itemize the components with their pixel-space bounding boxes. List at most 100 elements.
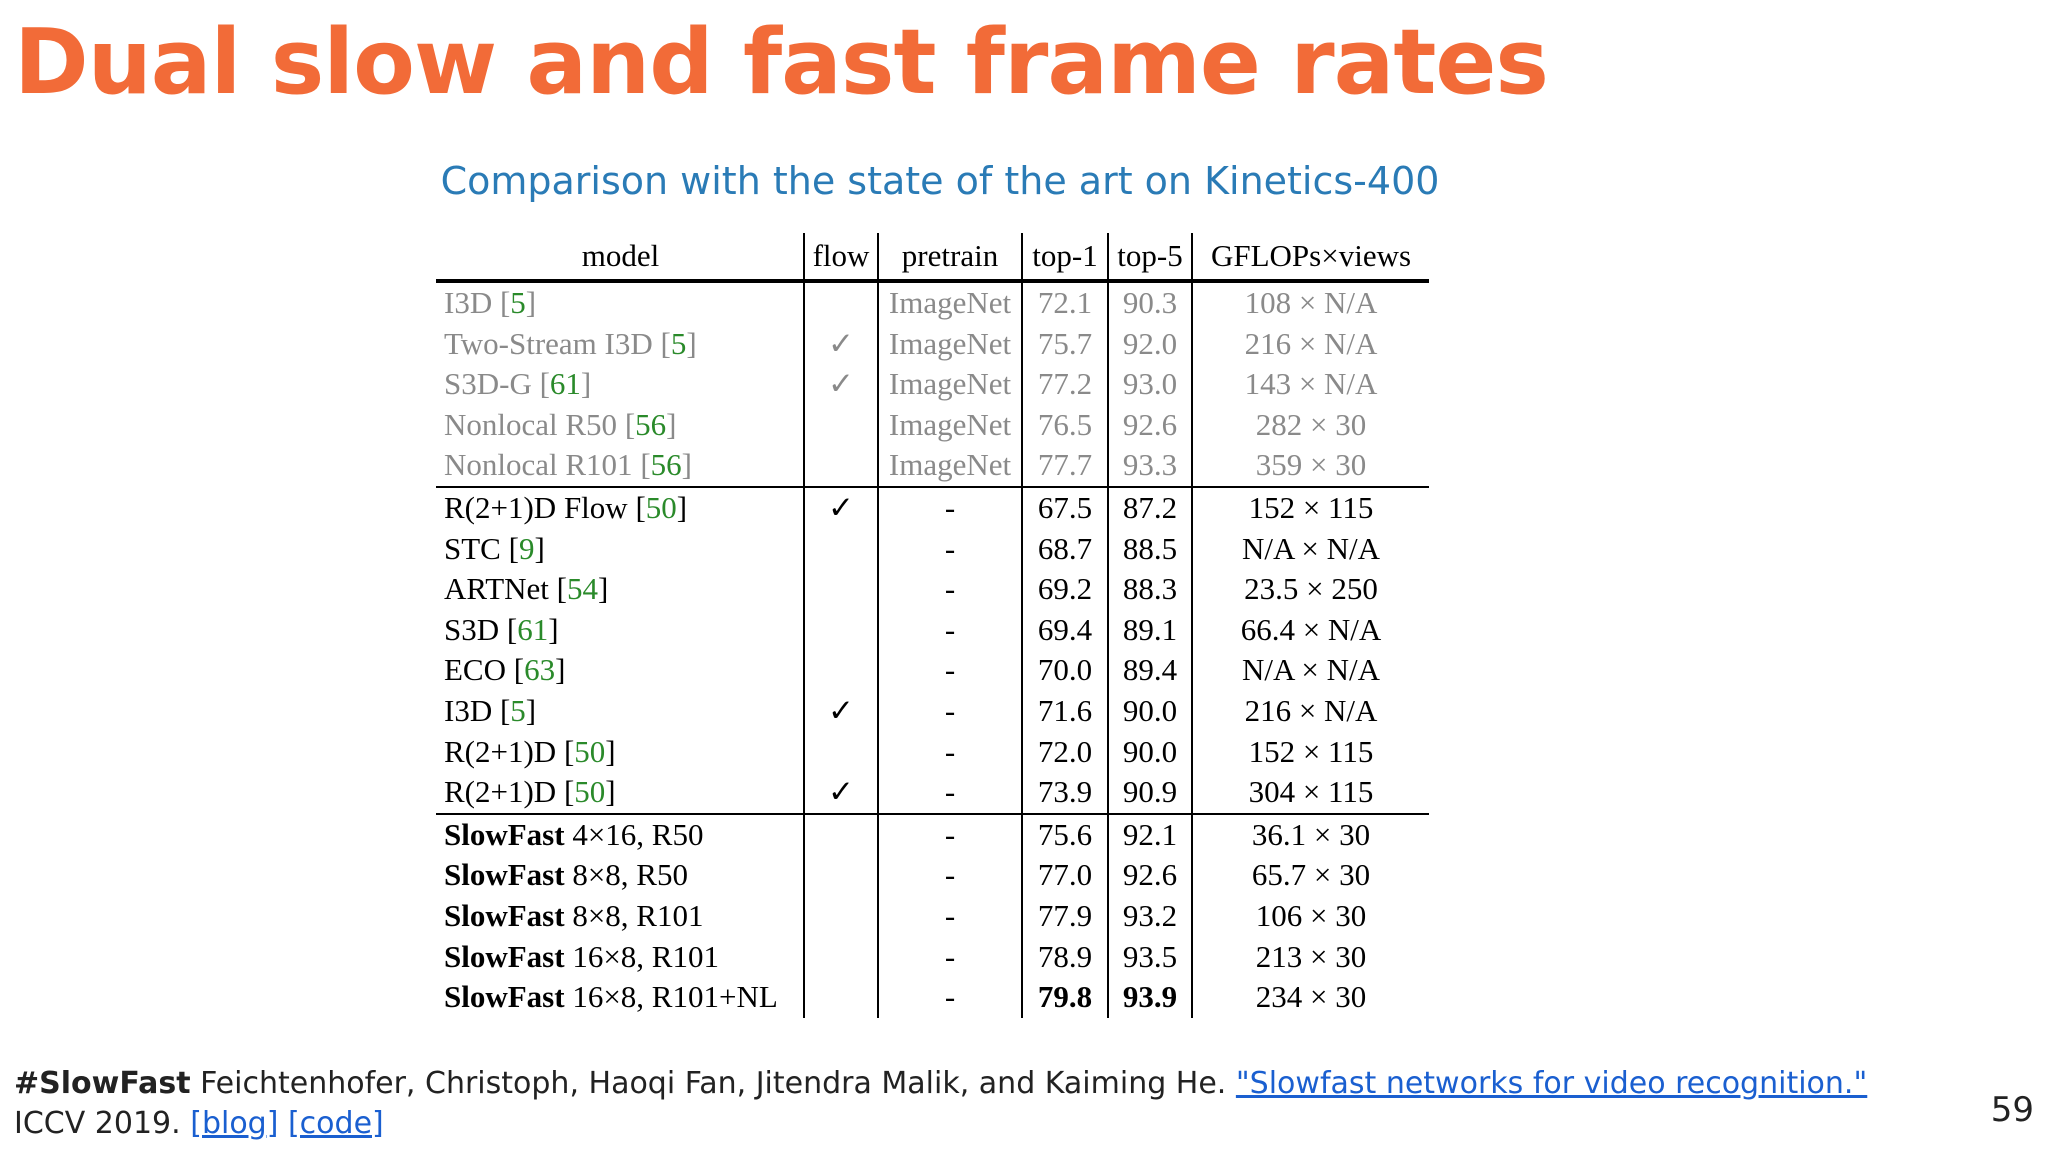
cell-model: SlowFast 4×16, R50 xyxy=(436,812,804,856)
cell-gflops: N/A × N/A xyxy=(1191,650,1429,691)
cell-flow xyxy=(803,609,878,651)
table-row: R(2+1)D [50] ✓ -73.9 90.9 304 × 115 xyxy=(436,772,1429,814)
slide-title: Dual slow and fast frame rates xyxy=(14,10,1549,115)
cell-gflops: N/A × N/A xyxy=(1191,528,1429,570)
cell-pretrain: ImageNet xyxy=(877,445,1022,487)
cell-top5: 93.0 xyxy=(1107,364,1192,405)
model-name: S3D-G xyxy=(444,366,532,402)
cell-model: SlowFast 16×8, R101+NL xyxy=(436,977,804,1018)
cell-model: S3D [61] xyxy=(444,611,559,647)
model-name: I3D xyxy=(444,692,493,728)
model-config: 16×8, R101+NL xyxy=(572,979,778,1015)
cell-top1: 72.0 xyxy=(1021,731,1108,773)
cell-flow xyxy=(803,445,878,487)
model-ref: 50 xyxy=(645,489,677,525)
cell-gflops: 359 × 30 xyxy=(1191,445,1429,487)
cell-top5: 87.2 xyxy=(1107,485,1192,529)
model-name: Nonlocal R50 xyxy=(444,406,618,442)
cell-top1: 79.8 xyxy=(1021,977,1108,1018)
model-ref: 54 xyxy=(566,571,598,607)
cell-pretrain: - xyxy=(877,936,1022,978)
cell-gflops: 216 × N/A xyxy=(1191,690,1429,732)
table-row: SlowFast 4×16, R50 -75.6 92.1 36.1 × 30 xyxy=(436,812,1429,856)
model-name: R(2+1)D xyxy=(444,733,557,769)
cell-flow xyxy=(803,281,878,324)
cell-gflops: 143 × N/A xyxy=(1191,364,1429,405)
cell-gflops: 216 × N/A xyxy=(1191,323,1429,365)
model-ref: 5 xyxy=(510,285,526,320)
cell-top1: 77.2 xyxy=(1021,364,1108,405)
cell-top5: 92.0 xyxy=(1107,323,1192,365)
header-top5: top-5 xyxy=(1107,233,1192,283)
model-name: ECO xyxy=(444,652,506,688)
cell-top1: 75.6 xyxy=(1021,812,1108,856)
cell-flow xyxy=(803,650,878,691)
cell-model: STC [9] xyxy=(444,530,545,566)
comparison-table: model flow pretrain top-1 top-5 GFLOPs×v… xyxy=(436,233,1429,1018)
model-ref: 9 xyxy=(518,530,535,566)
cell-top5: 89.1 xyxy=(1107,609,1192,651)
cell-top5: 90.0 xyxy=(1107,731,1192,773)
cell-top1: 70.0 xyxy=(1021,650,1108,691)
table-header-row: model flow pretrain top-1 top-5 GFLOPs×v… xyxy=(436,233,1429,283)
model-name: Two-Stream I3D xyxy=(444,325,653,361)
cell-top5: 93.9 xyxy=(1107,977,1192,1018)
cell-gflops: 234 × 30 xyxy=(1191,977,1429,1018)
cell-model: SlowFast 8×8, R50 xyxy=(436,855,804,896)
cell-gflops: 106 × 30 xyxy=(1191,895,1429,937)
model-config: 4×16, R50 xyxy=(572,816,704,852)
model-name: R(2+1)D Flow xyxy=(444,489,628,525)
model-name: ARTNet xyxy=(444,571,549,607)
cell-pretrain: - xyxy=(877,977,1022,1018)
code-link[interactable]: [code] xyxy=(287,1106,384,1141)
cell-gflops: 108 × N/A xyxy=(1191,281,1429,324)
cell-pretrain: - xyxy=(877,690,1022,732)
cell-flow xyxy=(803,404,878,446)
cell-top5: 92.1 xyxy=(1107,812,1192,856)
citation-tag: #SlowFast xyxy=(14,1066,191,1101)
model-config: 16×8, R101 xyxy=(572,938,719,974)
header-gflops: GFLOPs×views xyxy=(1191,233,1429,283)
cell-flow xyxy=(803,731,878,773)
cell-pretrain: - xyxy=(877,485,1022,529)
header-pretrain: pretrain xyxy=(877,233,1022,283)
citation-footer: #SlowFast Feichtenhofer, Christoph, Haoq… xyxy=(14,1064,1944,1144)
table-body: I3D [5] ImageNet 72.1 90.3 108 × N/A Two-Stre… xyxy=(436,281,1429,1018)
model-name: SlowFast xyxy=(444,938,565,974)
blog-link[interactable]: [blog] xyxy=(190,1106,279,1141)
cell-flow: ✓ xyxy=(803,364,878,405)
cell-gflops: 66.4 × N/A xyxy=(1191,609,1429,651)
model-name: SlowFast xyxy=(444,857,565,893)
model-name: S3D xyxy=(444,611,500,647)
cell-top1: 77.7 xyxy=(1021,445,1108,487)
table-row: R(2+1)D Flow [50] ✓ -67.5 87.2 152 × 115 xyxy=(436,485,1429,529)
header-model: model xyxy=(436,233,804,283)
header-top1: top-1 xyxy=(1021,233,1108,283)
model-ref: 50 xyxy=(574,733,606,769)
cell-top1: 76.5 xyxy=(1021,404,1108,446)
cell-top5: 89.4 xyxy=(1107,650,1192,691)
cell-flow xyxy=(803,977,878,1018)
table-row: ECO [63] -70.0 89.4 N/A × N/A xyxy=(436,650,1429,691)
table-row: Two-Stream I3D [5] ✓ ImageNet 75.7 92.0 216 ×… xyxy=(436,323,1429,365)
cell-pretrain: ImageNet xyxy=(877,281,1022,324)
cell-flow: ✓ xyxy=(803,485,878,529)
cell-pretrain: ImageNet xyxy=(877,404,1022,446)
table-row: SlowFast 16×8, R101+NL -79.8 93.9 234 × 30 xyxy=(436,977,1429,1018)
table-row: Nonlocal R101 [56] ImageNet 77.7 93.3 359 × … xyxy=(436,445,1429,487)
table-row: R(2+1)D [50] -72.0 90.0 152 × 115 xyxy=(436,731,1429,773)
cell-gflops: 152 × 115 xyxy=(1191,731,1429,773)
paper-link[interactable]: "Slowfast networks for video recognition… xyxy=(1235,1066,1868,1101)
cell-pretrain: - xyxy=(877,812,1022,856)
cell-top5: 93.5 xyxy=(1107,936,1192,978)
cell-top1: 72.1 xyxy=(1021,281,1108,324)
table-row: S3D [61] -69.4 89.1 66.4 × N/A xyxy=(436,609,1429,651)
cell-model: ECO [63] xyxy=(444,652,566,688)
table-row: S3D-G [61] ✓ ImageNet 77.2 93.0 143 × N/A xyxy=(436,364,1429,405)
model-name: STC xyxy=(444,530,501,566)
cell-top1: 69.2 xyxy=(1021,569,1108,610)
cell-pretrain: - xyxy=(877,772,1022,814)
cell-gflops: 304 × 115 xyxy=(1191,772,1429,814)
model-ref: 56 xyxy=(650,447,682,483)
cell-top1: 71.6 xyxy=(1021,690,1108,732)
